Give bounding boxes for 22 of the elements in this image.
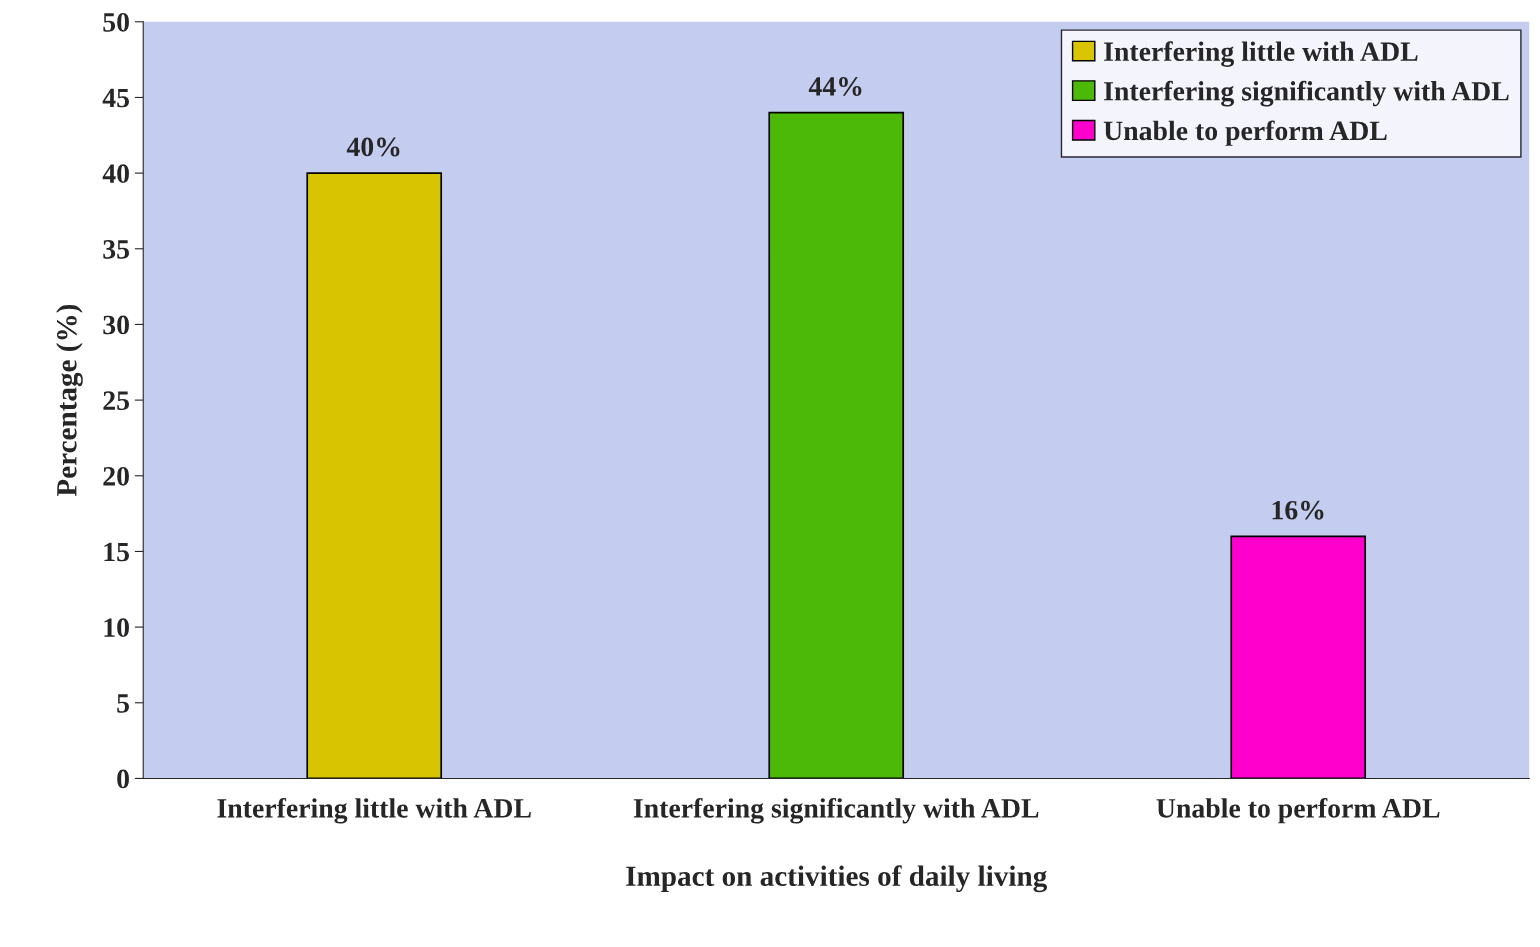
x-tick-label: Unable to perform ADL — [1156, 797, 1440, 824]
x-tick-label: Interfering significantly with ADL — [633, 797, 1039, 824]
y-axis-title: Percentage (%) — [56, 304, 83, 497]
legend-label: Interfering little with ADL — [1104, 41, 1418, 67]
x-axis-title: Impact on activities of daily living — [626, 865, 1047, 893]
y-tick-label: 15 — [104, 542, 130, 562]
y-tick-label: 0 — [117, 769, 129, 789]
y-tick-label: 30 — [103, 315, 129, 335]
y-tick-label: 40 — [102, 164, 129, 184]
y-tick-label: 25 — [103, 391, 130, 411]
legend-label: Interfering significantly with ADL — [1104, 80, 1509, 107]
y-tick-label: 10 — [104, 618, 129, 638]
data-label: 40% — [346, 137, 400, 157]
y-tick-label: 5 — [117, 694, 130, 713]
x-tick-label: Interfering little with ADL — [217, 797, 531, 824]
y-tick-label: 20 — [103, 466, 129, 486]
y-tick-label: 50 — [103, 12, 129, 32]
legend-label: Unable to perform ADL — [1103, 120, 1387, 146]
data-label: 16% — [1272, 500, 1324, 520]
data-label: 44% — [808, 77, 862, 96]
y-tick-label: 45 — [102, 88, 130, 108]
y-tick-label: 35 — [103, 240, 130, 259]
